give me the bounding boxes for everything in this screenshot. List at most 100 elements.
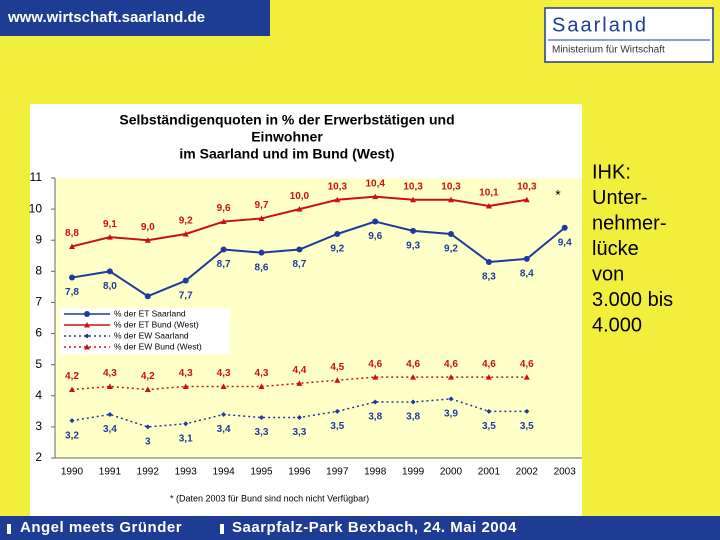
value-label: 9,3 xyxy=(406,241,420,252)
marker xyxy=(220,383,227,389)
marker xyxy=(334,231,341,237)
marker xyxy=(410,196,417,203)
value-label: 4,3 xyxy=(255,368,269,379)
value-label: 3,4 xyxy=(217,424,231,435)
value-label: 3,3 xyxy=(255,427,269,438)
marker xyxy=(485,374,492,380)
marker xyxy=(84,333,90,339)
site-url: www.wirtschaft.saarland.de xyxy=(7,9,205,26)
y-tick-label: 5 xyxy=(35,357,42,371)
value-label: 4,6 xyxy=(520,359,534,370)
footnote: * (Daten 2003 für Bund sind noch nicht V… xyxy=(170,493,369,503)
marker xyxy=(183,421,189,427)
y-tick-label: 10 xyxy=(29,201,43,215)
value-label: 10,1 xyxy=(479,188,499,199)
marker xyxy=(372,399,378,405)
x-tick-label: 2001 xyxy=(478,467,501,478)
marker xyxy=(372,374,379,380)
x-tick-label: 1999 xyxy=(402,467,425,478)
marker xyxy=(296,415,302,421)
marker xyxy=(561,224,568,231)
y-tick-label: 6 xyxy=(35,326,42,340)
value-label: 9,4 xyxy=(558,237,572,248)
marker xyxy=(448,196,454,203)
site-box xyxy=(0,0,270,36)
marker xyxy=(448,396,454,402)
marker xyxy=(485,203,492,209)
value-label: 3,1 xyxy=(179,433,193,444)
marker xyxy=(296,206,303,212)
legend-label: % der EW Bund (West) xyxy=(114,341,202,351)
marker xyxy=(69,274,75,281)
y-tick-label: 8 xyxy=(35,264,42,278)
side-text: Unter- xyxy=(592,187,648,209)
marker xyxy=(69,386,75,393)
value-label: 8,3 xyxy=(482,272,496,283)
value-label: 8,8 xyxy=(65,228,79,239)
value-label: 9,0 xyxy=(141,222,155,233)
value-label: 9,6 xyxy=(217,203,231,214)
marker xyxy=(296,380,303,386)
x-tick-label: 1991 xyxy=(99,467,122,478)
marker xyxy=(221,411,227,417)
marker xyxy=(84,344,90,350)
value-label: 10,4 xyxy=(365,178,385,189)
marker xyxy=(334,408,340,414)
value-label: 3,8 xyxy=(406,412,420,423)
marker xyxy=(107,411,113,417)
annotation: * xyxy=(555,187,561,203)
marker xyxy=(258,215,265,221)
value-label: 3,3 xyxy=(292,427,306,438)
value-label: 8,7 xyxy=(217,259,231,270)
marker xyxy=(258,383,265,389)
logo-subtitle: Ministerium für Wirtschaft xyxy=(552,45,665,56)
value-label: 10,3 xyxy=(403,181,423,192)
value-label: 3,5 xyxy=(482,421,496,432)
marker xyxy=(372,193,379,200)
marker xyxy=(106,234,113,240)
x-tick-label: 2002 xyxy=(516,467,539,478)
value-label: 8,7 xyxy=(292,259,306,270)
x-tick-label: 1998 xyxy=(364,467,387,478)
value-label: 3,2 xyxy=(65,430,79,441)
value-label: 9,1 xyxy=(103,219,117,230)
legend-label: % der EW Saarland xyxy=(114,330,189,340)
marker xyxy=(182,383,189,389)
marker xyxy=(144,293,151,300)
y-tick-label: 2 xyxy=(35,450,42,464)
x-tick-label: 1994 xyxy=(212,467,235,478)
side-text: IHK: xyxy=(592,161,631,183)
side-text: von xyxy=(592,263,624,285)
chart-title: im Saarland und im Bund (West) xyxy=(179,146,394,162)
x-tick-label: 1997 xyxy=(326,467,349,478)
value-label: 4,6 xyxy=(368,359,382,370)
logo-box xyxy=(544,7,714,63)
side-text: 4.000 xyxy=(592,314,642,336)
marker xyxy=(410,227,417,234)
marker xyxy=(106,268,113,275)
logo-title: Saarland xyxy=(552,14,648,36)
marker xyxy=(486,408,492,414)
marker xyxy=(372,218,379,225)
value-label: 4,6 xyxy=(444,359,458,370)
side-text: 3.000 bis xyxy=(592,289,673,311)
marker xyxy=(69,243,75,249)
marker xyxy=(334,196,341,203)
side-text: lücke xyxy=(592,238,639,260)
value-label: 10,0 xyxy=(290,191,310,202)
value-label: 9,7 xyxy=(255,200,269,211)
value-label: 4,6 xyxy=(482,359,496,370)
x-tick-label: 1992 xyxy=(137,467,160,478)
value-label: 8,4 xyxy=(520,269,534,280)
value-label: 10,3 xyxy=(328,181,348,192)
marker xyxy=(448,231,454,237)
marker xyxy=(523,255,530,262)
value-label: 10,3 xyxy=(441,181,461,192)
y-tick-label: 9 xyxy=(35,232,42,246)
x-tick-label: 2003 xyxy=(554,467,577,478)
marker xyxy=(106,383,113,389)
footer-bullet xyxy=(220,524,224,534)
marker xyxy=(182,231,189,237)
footer-text: Saarpfalz-Park Bexbach, 24. Mai 2004 xyxy=(232,519,517,536)
value-label: 3,4 xyxy=(103,424,117,435)
